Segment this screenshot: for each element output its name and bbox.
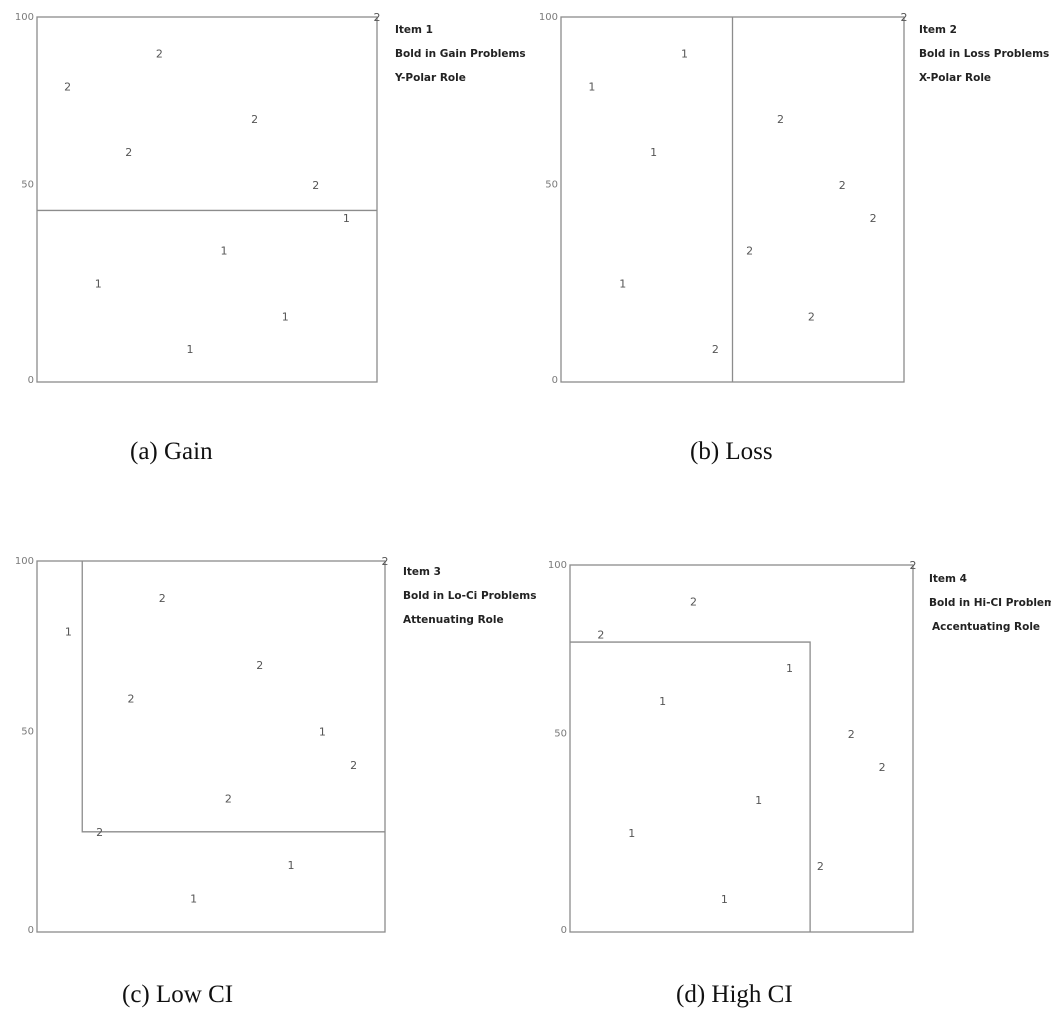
data-point: 2 [870,212,877,225]
info-block-gain: Item 1 Bold in Gain Problems Y-Polar Rol… [395,24,526,85]
info-block-loss: Item 2 Bold in Loss Problems X-Polar Rol… [919,24,1049,85]
bold-label: Bold in Hi-CI Problems [929,597,1051,609]
region-divider [570,641,811,932]
data-point: 2 [312,179,319,192]
data-point: 1 [628,827,635,840]
data-point: 2 [96,826,103,839]
data-point: 2 [125,146,132,159]
info-block-low-ci: Item 3 Bold in Lo-Ci Problems Attenuatin… [403,566,536,627]
data-point: 1 [588,80,595,93]
bold-label: Bold in Gain Problems [395,48,526,60]
data-point: 2 [817,860,824,873]
data-point: 1 [95,277,102,290]
bold-label: Bold in Loss Problems [919,48,1050,60]
data-point: 2 [225,792,232,805]
data-point: 1 [755,794,762,807]
info-block-high-ci: Item 4 Bold in Hi-CI Problems Accentuati… [929,573,1051,634]
data-point: 2 [777,113,784,126]
axis-label-top: 100 [539,12,558,23]
bold-label: Bold in Lo-Ci Problems [403,590,537,602]
data-point: 1 [190,893,197,906]
data-point: 2 [690,596,697,609]
data-point: 2 [597,629,604,642]
data-point: 1 [681,48,688,61]
region-divider [81,561,385,833]
item-label: Item 4 [929,573,967,585]
caption-gain: (a) Gain [130,438,213,465]
axis-label-bottom: 0 [561,925,567,936]
axis-label-bottom: 0 [552,375,558,386]
data-point: 2 [839,179,846,192]
axis-label-top: 100 [15,556,34,567]
data-point: 2 [712,343,719,356]
axis-label-mid: 50 [545,180,558,191]
data-point: 1 [187,343,194,356]
corner-label: 2 [910,559,917,572]
corner-label: 2 [382,555,389,568]
data-point: 1 [343,212,350,225]
axis-label-top: 100 [548,560,567,571]
item-label: Item 2 [919,24,957,36]
corner-label: 2 [901,11,908,24]
data-point: 2 [251,113,258,126]
axis-label-top: 100 [15,12,34,23]
data-point: 1 [721,893,728,906]
axis-label-mid: 50 [21,180,34,191]
plot-frame [36,16,378,383]
data-point: 1 [282,310,289,323]
role-label: Accentuating Role [932,621,1041,633]
data-point: 1 [619,277,626,290]
data-point: 1 [319,726,326,739]
item-label: Item 1 [395,24,433,36]
data-point: 2 [64,80,71,93]
corner-label: 2 [374,11,381,24]
data-point: 2 [808,310,815,323]
data-point: 2 [350,759,357,772]
plot-frame [560,16,905,383]
caption-loss: (b) Loss [690,438,773,465]
data-point: 2 [256,659,263,672]
data-point: 1 [650,146,657,159]
data-point: 1 [786,662,793,675]
plot-frame [569,564,914,933]
data-point: 2 [159,592,166,605]
data-point: 2 [746,245,753,258]
data-point: 2 [879,761,886,774]
data-point: 2 [156,48,163,61]
data-point: 1 [221,245,228,258]
role-label: Y-Polar Role [395,72,466,84]
plot-frame [36,560,386,933]
data-point: 1 [288,859,295,872]
axis-label-bottom: 0 [28,925,34,936]
caption-low-ci: (c) Low CI [122,981,234,1008]
role-label: X-Polar Role [919,72,992,84]
data-point: 1 [65,625,72,638]
axis-label-bottom: 0 [28,375,34,386]
data-point: 2 [848,728,855,741]
role-label: Attenuating Role [403,614,504,626]
data-point: 1 [659,695,666,708]
item-label: Item 3 [403,566,441,578]
axis-label-mid: 50 [21,727,34,738]
axis-label-mid: 50 [554,729,567,740]
caption-high-ci: (d) High CI [676,981,793,1008]
data-point: 2 [127,692,134,705]
